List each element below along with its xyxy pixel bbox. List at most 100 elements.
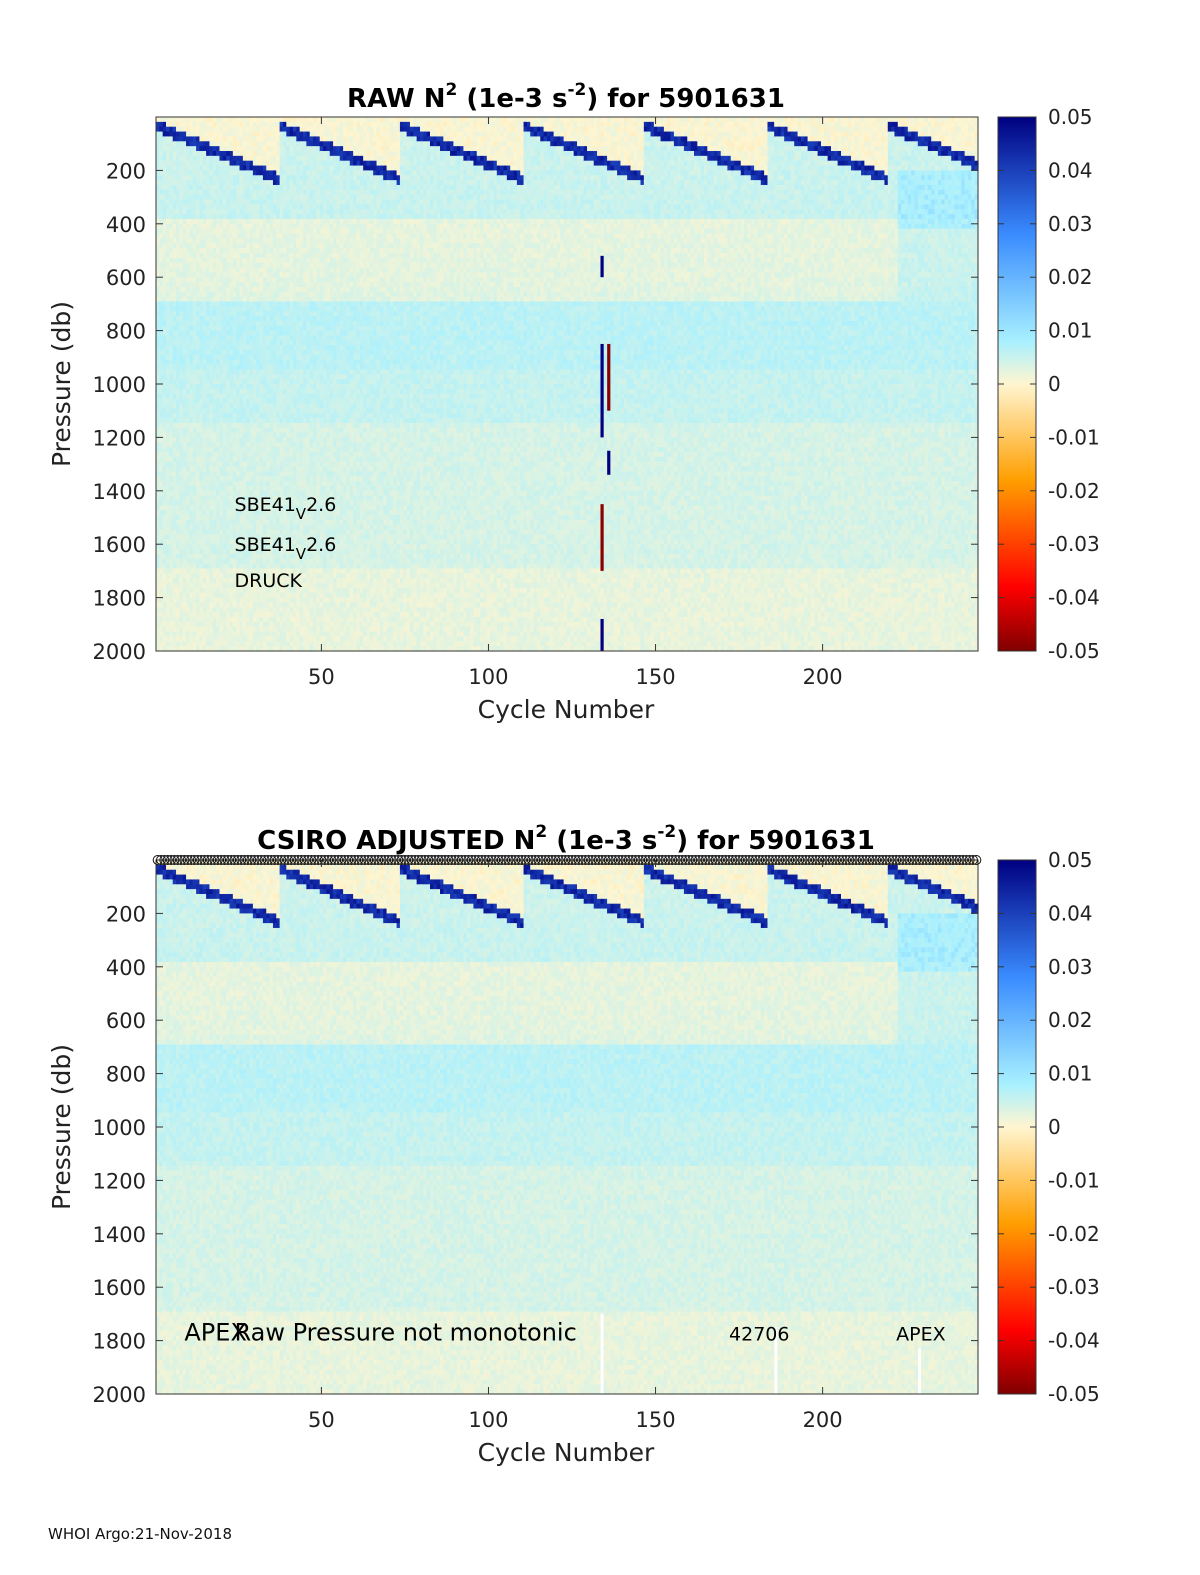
- heatmap-cell: [189, 457, 193, 462]
- heatmap-cell: [189, 253, 193, 258]
- heatmap-cell: [189, 243, 193, 248]
- heatmap-cell: [189, 190, 193, 195]
- heatmap-cell: [189, 593, 193, 598]
- heatmap-cell: [166, 588, 170, 593]
- heatmap-cell: [166, 350, 170, 355]
- heatmap-cell: [189, 568, 193, 573]
- heatmap-cell: [166, 195, 170, 200]
- heatmap-cell: [189, 520, 193, 525]
- heatmap-cell: [189, 549, 193, 554]
- heatmap-cell: [189, 617, 193, 622]
- heatmap-cell: [189, 287, 193, 292]
- heatmap-cell: [189, 238, 193, 243]
- heatmap-cell: [189, 554, 193, 559]
- heatmap-cell: [166, 306, 170, 311]
- heatmap-cell: [189, 573, 193, 578]
- heatmap-cell: [166, 554, 170, 559]
- heatmap-cell: [189, 627, 193, 632]
- heatmap-cell: [189, 161, 193, 166]
- heatmap-cell: [189, 408, 193, 413]
- heatmap-cell: [166, 418, 170, 423]
- heatmap-cell: [189, 447, 193, 452]
- heatmap-cell: [189, 428, 193, 433]
- heatmap-cell: [189, 612, 193, 617]
- heatmap-cell: [166, 602, 170, 607]
- heatmap-cell: [189, 578, 193, 583]
- heatmap-cell: [166, 413, 170, 418]
- title-main: RAW N: [347, 84, 445, 114]
- heatmap-cell: [189, 607, 193, 612]
- heatmap-cell: [189, 510, 193, 515]
- heatmap-cell: [189, 467, 193, 472]
- heatmap-cell: [166, 248, 170, 253]
- heatmap-cell: [189, 403, 193, 408]
- heatmap-cell: [189, 355, 193, 360]
- heatmap-cell: [189, 413, 193, 418]
- heatmap-cell: [189, 496, 193, 501]
- heatmap-cell: [166, 316, 170, 321]
- heatmap-cell: [189, 340, 193, 345]
- heatmap-cell: [166, 632, 170, 637]
- heatmap-cell: [166, 326, 170, 331]
- heatmap-cell: [166, 219, 170, 224]
- heatmap-cell: [166, 331, 170, 336]
- heatmap-cell: [166, 238, 170, 243]
- heatmap-cell: [189, 559, 193, 564]
- heatmap-cell: [189, 360, 193, 365]
- heatmap-cell: [166, 224, 170, 229]
- heatmap-cell: [166, 636, 170, 641]
- heatmap-cell: [189, 151, 193, 156]
- heatmap-cell: [166, 200, 170, 205]
- heatmap-cell: [166, 258, 170, 263]
- heatmap-cell: [166, 399, 170, 404]
- heatmap-cell: [189, 224, 193, 229]
- heatmap-cell: [166, 253, 170, 258]
- heatmap-cell: [166, 234, 170, 239]
- heatmap-cell: [189, 501, 193, 506]
- heatmap-cell: [166, 549, 170, 554]
- heatmap-cell: [189, 214, 193, 219]
- heatmap-cell: [189, 170, 193, 175]
- heatmap-cell: [189, 389, 193, 394]
- heatmap-cell: [166, 442, 170, 447]
- heatmap-cell: [166, 365, 170, 370]
- heatmap-cell: [166, 578, 170, 583]
- heatmap-cell: [166, 267, 170, 272]
- heatmap-cell: [189, 136, 193, 141]
- heatmap-cell: [166, 598, 170, 603]
- heatmap-cell: [166, 311, 170, 316]
- heatmap-cell: [189, 515, 193, 520]
- heatmap-cell: [189, 156, 193, 161]
- heatmap-cell: [166, 379, 170, 384]
- heatmap-cell: [166, 612, 170, 617]
- heatmap-cell: [166, 161, 170, 166]
- heatmap-cell: [189, 442, 193, 447]
- heatmap-cell: [189, 641, 193, 646]
- heatmap-cell: [166, 486, 170, 491]
- heatmap-cell: [189, 132, 193, 137]
- heatmap-cell: [166, 496, 170, 501]
- heatmap-cell: [189, 185, 193, 190]
- heatmap-cell: [166, 132, 170, 137]
- heatmap-cell: [166, 515, 170, 520]
- title-sup1: 2: [446, 80, 458, 100]
- heatmap-cell: [166, 476, 170, 481]
- heatmap-cell: [189, 481, 193, 486]
- heatmap-cell: [189, 204, 193, 209]
- heatmap-cell: [189, 602, 193, 607]
- heatmap-cell: [166, 384, 170, 389]
- heatmap-cell: [189, 622, 193, 627]
- heatmap-cell: [166, 447, 170, 452]
- heatmap-cell: [166, 214, 170, 219]
- heatmap-cell: [166, 345, 170, 350]
- heatmap-cell: [189, 534, 193, 539]
- heatmap-cell: [189, 486, 193, 491]
- heatmap-cell: [166, 301, 170, 306]
- heatmap-cell: [166, 452, 170, 457]
- heatmap-cell: [166, 539, 170, 544]
- heatmap-cell: [189, 229, 193, 234]
- heatmap-cell: [189, 267, 193, 272]
- heatmap-cell: [189, 636, 193, 641]
- heatmap-cell: [189, 491, 193, 496]
- heatmap-cell: [189, 530, 193, 535]
